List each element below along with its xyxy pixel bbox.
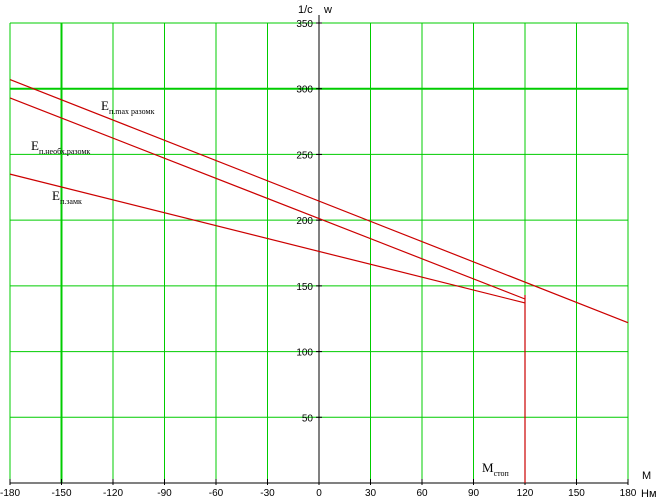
x-tick-label: 90 <box>468 488 480 499</box>
y-tick-label: 200 <box>296 216 313 227</box>
y-tick-label: 350 <box>296 19 313 30</box>
series-label-e-neobh: Eп.необх.разомк <box>31 138 90 156</box>
annotation-m-stop: Mстоп <box>482 460 510 478</box>
x-tick-label: -60 <box>209 488 224 499</box>
x-tick-label: 120 <box>517 488 534 499</box>
x-tick-label: 150 <box>568 488 585 499</box>
x-tick-label: 0 <box>316 488 322 499</box>
series-group <box>9 78 629 483</box>
series-label-e-zamk: Eп.замк <box>52 188 82 206</box>
y-axis-label-left: 1/с <box>298 4 313 16</box>
y-tick-label: 50 <box>302 413 314 424</box>
axes: -180 -150 -120 -90 -60 -30 0 30 60 90 120 150 180 50 1… <box>0 15 637 499</box>
x-axis-unit-label: Нм <box>641 488 657 499</box>
x-tick-label: 30 <box>365 488 377 499</box>
x-tick-label: -90 <box>157 488 172 499</box>
series-label-e-max: Eп.max разомк <box>101 98 155 116</box>
x-tick-label: -30 <box>260 488 275 499</box>
x-tick-label: -150 <box>51 488 71 499</box>
y-tick-label: 100 <box>296 348 313 359</box>
y-tick-label: 250 <box>296 150 313 161</box>
series-line-2 <box>9 173 526 304</box>
y-axis-label-right: w <box>323 4 332 16</box>
x-axis-label-top: M <box>642 470 651 482</box>
x-tick-label: 60 <box>416 488 428 499</box>
series-line-0 <box>9 78 629 324</box>
y-tick-label: 150 <box>296 282 313 293</box>
x-tick-label: 180 <box>620 488 637 499</box>
y-tick-label: 300 <box>296 85 313 96</box>
x-tick-label: -180 <box>0 488 20 499</box>
series-line-1 <box>9 97 526 300</box>
x-tick-label: -120 <box>103 488 123 499</box>
labels-group: Eп.max разомк Eп.необх.разомк Eп.замк Mс… <box>31 4 657 499</box>
